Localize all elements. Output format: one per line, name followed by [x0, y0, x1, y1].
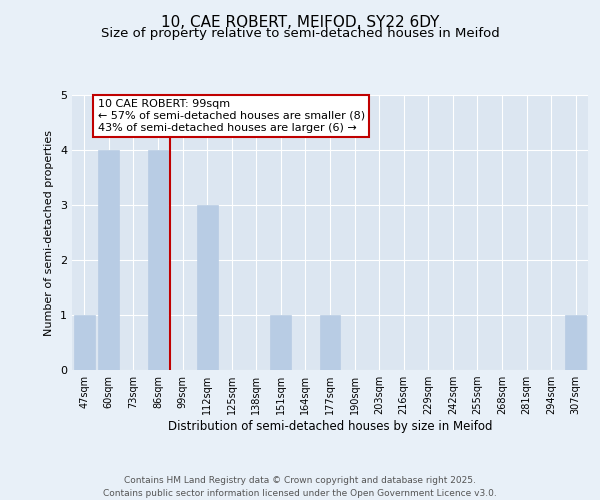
Bar — [74, 315, 95, 370]
Text: 10 CAE ROBERT: 99sqm
← 57% of semi-detached houses are smaller (8)
43% of semi-d: 10 CAE ROBERT: 99sqm ← 57% of semi-detac… — [98, 100, 365, 132]
Bar — [271, 315, 292, 370]
Text: 10, CAE ROBERT, MEIFOD, SY22 6DY: 10, CAE ROBERT, MEIFOD, SY22 6DY — [161, 15, 439, 30]
Bar — [98, 150, 119, 370]
X-axis label: Distribution of semi-detached houses by size in Meifod: Distribution of semi-detached houses by … — [168, 420, 492, 433]
Bar — [565, 315, 586, 370]
Bar — [197, 205, 218, 370]
Text: Size of property relative to semi-detached houses in Meifod: Size of property relative to semi-detach… — [101, 28, 499, 40]
Text: Contains HM Land Registry data © Crown copyright and database right 2025.
Contai: Contains HM Land Registry data © Crown c… — [103, 476, 497, 498]
Y-axis label: Number of semi-detached properties: Number of semi-detached properties — [44, 130, 55, 336]
Bar — [148, 150, 169, 370]
Bar — [320, 315, 340, 370]
